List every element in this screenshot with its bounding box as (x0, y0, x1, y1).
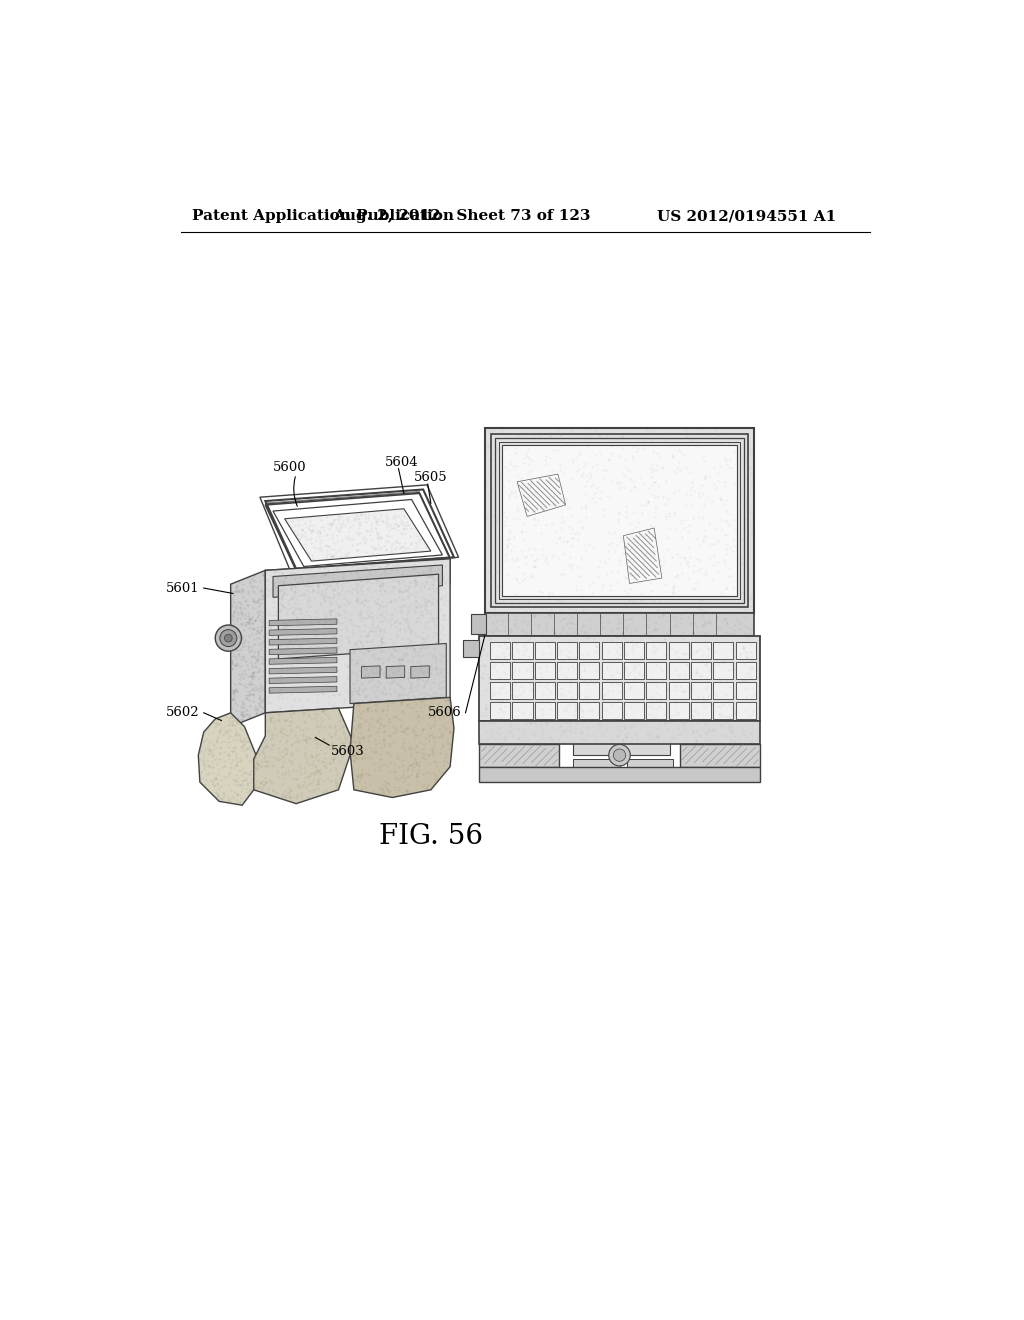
Polygon shape (490, 663, 510, 678)
Polygon shape (535, 663, 555, 678)
Polygon shape (478, 743, 559, 767)
Text: 5601: 5601 (166, 582, 200, 594)
Polygon shape (269, 619, 337, 626)
Polygon shape (680, 743, 761, 767)
Polygon shape (269, 648, 337, 655)
Text: 5603: 5603 (331, 744, 365, 758)
Polygon shape (265, 558, 451, 713)
Polygon shape (478, 636, 761, 721)
Polygon shape (512, 663, 532, 678)
Polygon shape (580, 702, 599, 719)
Polygon shape (269, 667, 337, 675)
Polygon shape (463, 640, 478, 657)
Polygon shape (602, 642, 622, 659)
Polygon shape (602, 702, 622, 719)
Circle shape (215, 626, 242, 651)
Text: Aug. 2, 2012   Sheet 73 of 123: Aug. 2, 2012 Sheet 73 of 123 (333, 209, 591, 223)
Text: 5604: 5604 (385, 455, 418, 469)
Polygon shape (512, 682, 532, 700)
Polygon shape (669, 642, 689, 659)
Polygon shape (557, 663, 578, 678)
Polygon shape (736, 702, 756, 719)
Polygon shape (669, 663, 689, 678)
Polygon shape (736, 663, 756, 678)
Polygon shape (625, 663, 644, 678)
Circle shape (220, 630, 237, 647)
Polygon shape (254, 708, 354, 804)
Circle shape (224, 635, 232, 642)
Polygon shape (269, 677, 337, 684)
Polygon shape (478, 767, 761, 781)
Polygon shape (736, 682, 756, 700)
Polygon shape (199, 713, 258, 805)
Polygon shape (646, 663, 667, 678)
Text: 5606: 5606 (428, 706, 462, 719)
Polygon shape (230, 570, 265, 726)
Polygon shape (535, 702, 555, 719)
Text: Patent Application Publication: Patent Application Publication (193, 209, 455, 223)
Text: 5605: 5605 (414, 471, 447, 484)
Polygon shape (350, 697, 454, 797)
Polygon shape (285, 508, 431, 561)
Polygon shape (490, 682, 510, 700)
Polygon shape (512, 642, 532, 659)
Polygon shape (557, 642, 578, 659)
Polygon shape (573, 759, 620, 774)
Polygon shape (714, 663, 733, 678)
Polygon shape (386, 665, 404, 678)
Polygon shape (691, 642, 711, 659)
Text: 5602: 5602 (166, 706, 200, 719)
Text: US 2012/0194551 A1: US 2012/0194551 A1 (657, 209, 837, 223)
Polygon shape (490, 702, 510, 719)
Polygon shape (691, 682, 711, 700)
Polygon shape (350, 644, 446, 704)
Polygon shape (484, 428, 755, 612)
Polygon shape (646, 682, 667, 700)
Polygon shape (691, 663, 711, 678)
Polygon shape (471, 614, 486, 635)
Polygon shape (535, 642, 555, 659)
Polygon shape (602, 682, 622, 700)
Polygon shape (361, 665, 380, 678)
Polygon shape (265, 558, 451, 595)
Polygon shape (269, 657, 337, 664)
Polygon shape (535, 682, 555, 700)
Polygon shape (269, 628, 337, 635)
Polygon shape (646, 702, 667, 719)
Polygon shape (279, 574, 438, 659)
Circle shape (608, 744, 631, 766)
Polygon shape (714, 682, 733, 700)
Polygon shape (625, 702, 644, 719)
Polygon shape (628, 759, 674, 774)
Polygon shape (573, 726, 670, 755)
Polygon shape (557, 702, 578, 719)
Polygon shape (669, 682, 689, 700)
Polygon shape (557, 682, 578, 700)
Polygon shape (580, 682, 599, 700)
Text: FIG. 56: FIG. 56 (379, 822, 483, 850)
Polygon shape (580, 642, 599, 659)
Text: 5600: 5600 (273, 462, 306, 474)
Polygon shape (646, 642, 667, 659)
Polygon shape (269, 638, 337, 645)
Polygon shape (490, 642, 510, 659)
Polygon shape (736, 642, 756, 659)
Polygon shape (478, 721, 761, 743)
Polygon shape (580, 663, 599, 678)
Polygon shape (691, 702, 711, 719)
Circle shape (613, 748, 626, 762)
Polygon shape (484, 612, 755, 636)
Polygon shape (512, 702, 532, 719)
Polygon shape (602, 663, 622, 678)
Polygon shape (625, 642, 644, 659)
Polygon shape (411, 665, 429, 678)
Polygon shape (269, 686, 337, 693)
Polygon shape (502, 445, 737, 595)
Polygon shape (669, 702, 689, 719)
Polygon shape (714, 642, 733, 659)
Polygon shape (625, 682, 644, 700)
Polygon shape (273, 565, 442, 598)
Polygon shape (714, 702, 733, 719)
